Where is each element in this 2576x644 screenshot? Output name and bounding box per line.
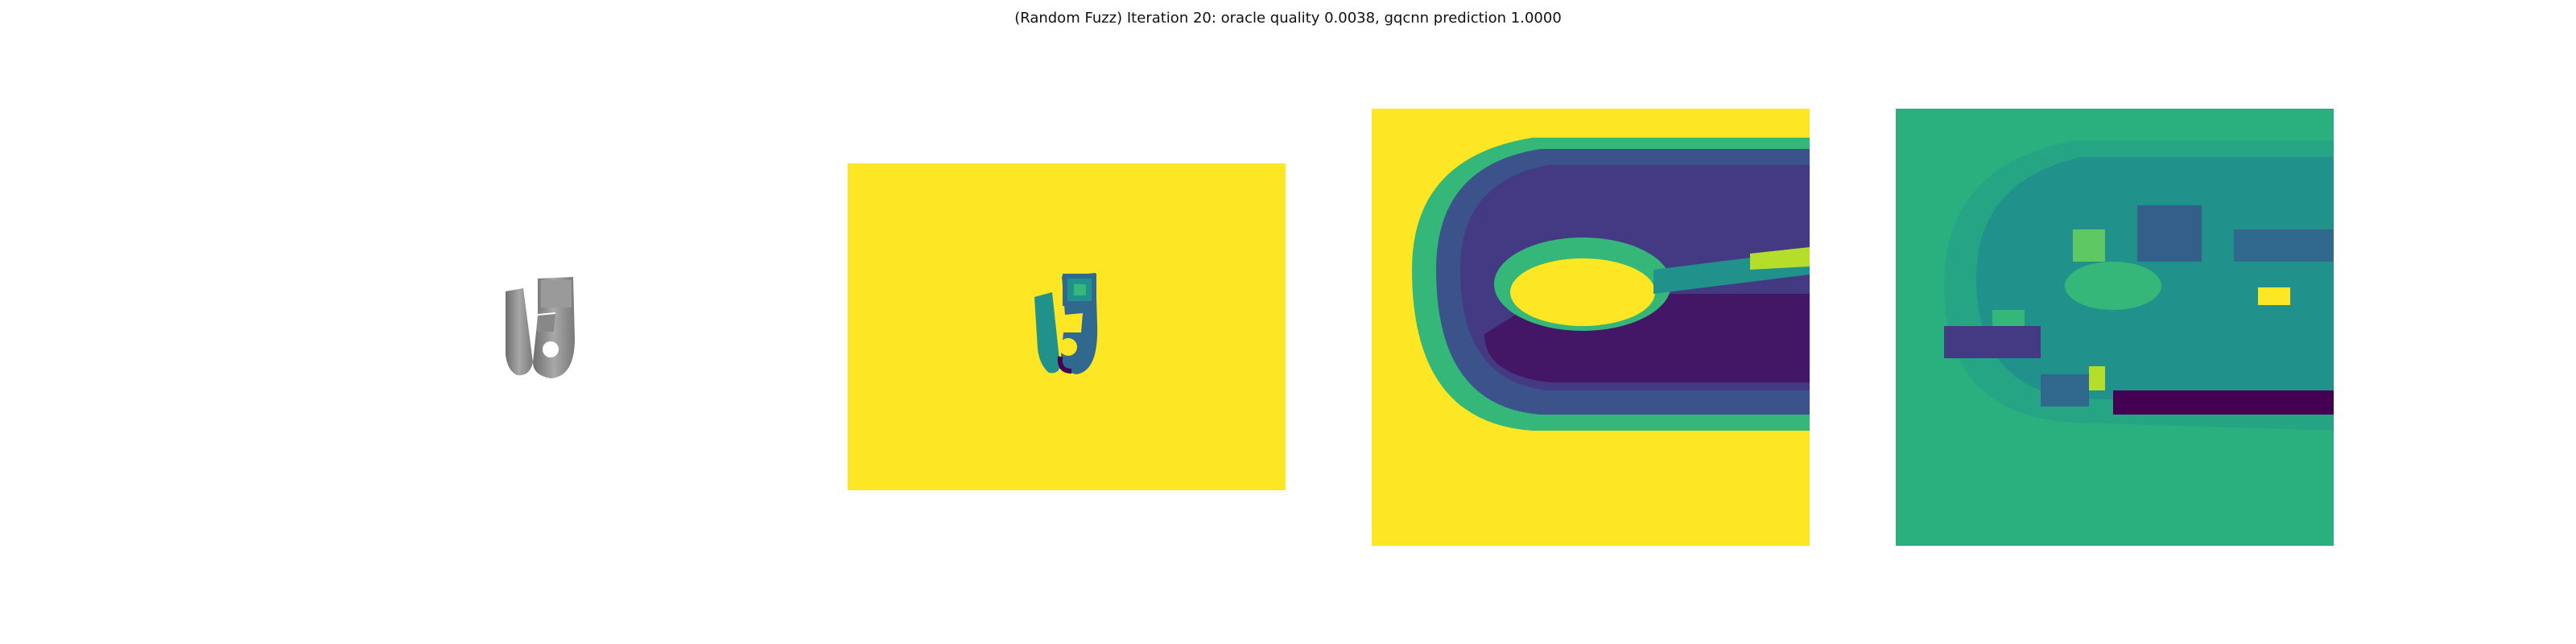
- fuzzed-image: [1896, 109, 2334, 546]
- object-render-image: [467, 242, 596, 402]
- figure-title: (Random Fuzz) Iteration 20: oracle quali…: [1014, 10, 1562, 27]
- depth-image: [848, 163, 1286, 490]
- cropped-depth-image: [1372, 109, 1810, 546]
